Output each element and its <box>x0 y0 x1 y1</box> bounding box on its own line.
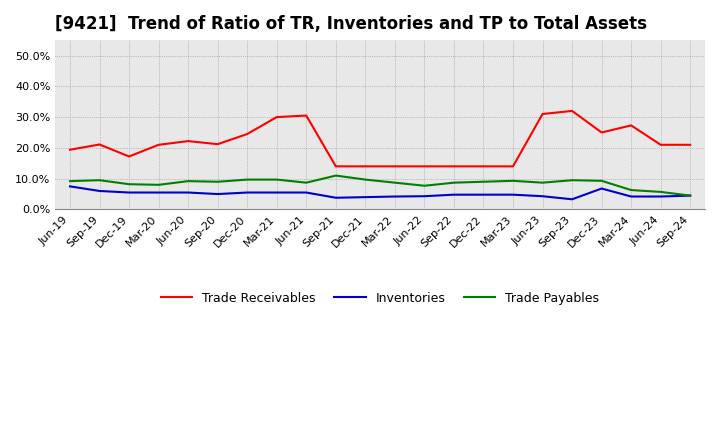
Inventories <box>125 190 133 195</box>
Trade Receivables <box>539 111 547 117</box>
Trade Receivables <box>154 142 163 147</box>
Trade Receivables <box>420 164 428 169</box>
Trade Payables <box>509 178 518 183</box>
Inventories <box>184 190 192 195</box>
Inventories <box>243 190 251 195</box>
Trade Payables <box>154 182 163 187</box>
Inventories <box>568 197 577 202</box>
Trade Receivables <box>509 164 518 169</box>
Trade Payables <box>184 179 192 184</box>
Inventories <box>331 195 340 200</box>
Trade Receivables <box>627 123 636 128</box>
Trade Receivables <box>568 108 577 114</box>
Inventories <box>302 190 310 195</box>
Inventories <box>272 190 281 195</box>
Inventories <box>539 194 547 199</box>
Trade Payables <box>686 193 695 198</box>
Trade Payables <box>361 177 369 182</box>
Trade Receivables <box>272 114 281 120</box>
Trade Receivables <box>449 164 458 169</box>
Trade Receivables <box>390 164 399 169</box>
Trade Payables <box>331 173 340 178</box>
Trade Payables <box>213 179 222 184</box>
Inventories <box>449 192 458 197</box>
Inventories <box>213 191 222 197</box>
Trade Payables <box>272 177 281 182</box>
Trade Receivables <box>361 164 369 169</box>
Inventories <box>95 188 104 194</box>
Inventories <box>686 193 695 198</box>
Trade Payables <box>420 183 428 188</box>
Trade Payables <box>95 178 104 183</box>
Trade Payables <box>125 182 133 187</box>
Inventories <box>361 194 369 200</box>
Trade Payables <box>657 189 665 194</box>
Legend: Trade Receivables, Inventories, Trade Payables: Trade Receivables, Inventories, Trade Pa… <box>156 287 604 310</box>
Inventories <box>509 192 518 197</box>
Inventories <box>420 194 428 199</box>
Trade Receivables <box>480 164 488 169</box>
Trade Receivables <box>125 154 133 159</box>
Trade Payables <box>480 179 488 184</box>
Inventories <box>598 186 606 191</box>
Trade Receivables <box>243 132 251 137</box>
Trade Payables <box>627 187 636 193</box>
Trade Receivables <box>657 142 665 147</box>
Inventories <box>154 190 163 195</box>
Trade Receivables <box>598 130 606 135</box>
Trade Receivables <box>686 142 695 147</box>
Trade Receivables <box>302 113 310 118</box>
Trade Receivables <box>184 139 192 144</box>
Inventories <box>657 194 665 199</box>
Trade Payables <box>390 180 399 185</box>
Trade Receivables <box>331 164 340 169</box>
Trade Payables <box>568 178 577 183</box>
Trade Payables <box>449 180 458 185</box>
Line: Trade Receivables: Trade Receivables <box>70 111 690 166</box>
Trade Payables <box>539 180 547 185</box>
Inventories <box>480 192 488 197</box>
Trade Payables <box>598 178 606 183</box>
Trade Receivables <box>95 142 104 147</box>
Inventories <box>66 184 74 189</box>
Inventories <box>627 194 636 199</box>
Trade Receivables <box>66 147 74 152</box>
Trade Payables <box>66 179 74 184</box>
Line: Trade Payables: Trade Payables <box>70 176 690 196</box>
Trade Payables <box>243 177 251 182</box>
Inventories <box>390 194 399 199</box>
Trade Receivables <box>213 142 222 147</box>
Text: [9421]  Trend of Ratio of TR, Inventories and TP to Total Assets: [9421] Trend of Ratio of TR, Inventories… <box>55 15 647 33</box>
Trade Payables <box>302 180 310 185</box>
Line: Inventories: Inventories <box>70 187 690 199</box>
